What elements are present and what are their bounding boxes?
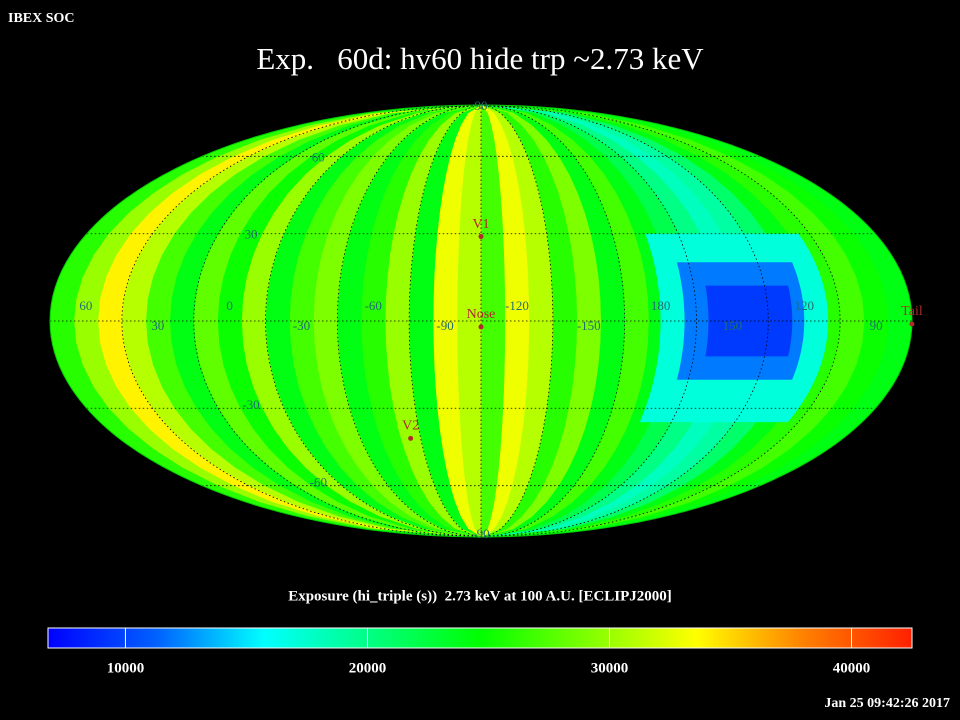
lon-tick-label: 90 (870, 318, 883, 333)
marker (478, 234, 484, 240)
graticule: 60 30 0 -30 -60 -90 -120 -150 180 150 120 90 90 60 30 -… (49, 98, 923, 541)
marker-label: V2 (402, 419, 419, 434)
lon-tick-label: -60 (365, 298, 382, 313)
lon-tick-label: 150 (723, 318, 743, 333)
lat-tick-label: 90 (475, 98, 488, 113)
colorbar (47, 627, 913, 649)
exposure-patch (705, 285, 793, 357)
lon-tick-label: 0 (226, 298, 233, 313)
colorbar-tick-label: 40000 (833, 660, 871, 676)
meridian (480, 104, 769, 538)
marker (408, 435, 414, 441)
marker-label: Nose (467, 307, 496, 322)
lon-tick-label: -120 (505, 298, 529, 313)
lat-tick-label: 30 (245, 227, 258, 242)
marker-label: V1 (472, 217, 489, 232)
marker (478, 324, 484, 330)
lon-tick-label: -30 (293, 318, 310, 333)
colorbar-tick-label: 20000 (349, 660, 387, 676)
marker (909, 321, 915, 327)
lon-tick-label: 120 (795, 298, 815, 313)
title: Exp. 60d: hv60 hide trp ~2.73 keV (256, 41, 704, 76)
lon-tick-label: 30 (151, 318, 164, 333)
map-outline (49, 104, 913, 538)
org-label: IBEX SOC (8, 11, 75, 26)
lon-tick-label: -90 (436, 318, 453, 333)
meridian (480, 104, 841, 538)
colorbar-tick-label: 10000 (107, 660, 145, 676)
lat-tick-label: 60 (312, 149, 325, 164)
meridian (336, 104, 482, 538)
lat-tick-label: -90 (472, 526, 489, 541)
colorbar-ticks: 10000 20000 30000 40000 (107, 628, 871, 676)
lon-tick-label: -150 (577, 318, 601, 333)
lon-tick-label: 60 (79, 298, 92, 313)
lat-tick-label: -60 (310, 475, 327, 490)
lat-tick-label: -30 (242, 397, 259, 412)
meridian (121, 104, 482, 538)
colorbar-label: Exposure (hi_triple (s)) 2.73 keV at 100… (288, 588, 672, 604)
colorbar-tick-label: 30000 (591, 660, 629, 676)
marker-label: Tail (901, 304, 923, 319)
meridian (480, 104, 626, 538)
timestamp: Jan 25 09:42:26 2017 (824, 696, 950, 711)
meridian (193, 104, 482, 538)
lon-tick-label: 180 (651, 298, 671, 313)
